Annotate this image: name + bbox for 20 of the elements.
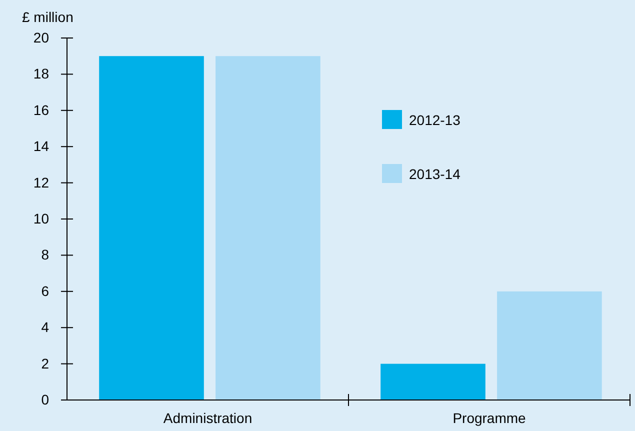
y-tick-label: 18 [33, 66, 50, 82]
bar [99, 56, 204, 400]
y-tick-label: 14 [33, 138, 50, 154]
x-tick-label: Programme [452, 410, 526, 426]
y-tick-label: 12 [33, 174, 50, 190]
y-tick-label: 10 [33, 210, 50, 226]
x-tick-label: Administration [163, 410, 252, 426]
bar [216, 56, 320, 400]
y-tick-label: 4 [41, 319, 50, 336]
bar [497, 291, 602, 400]
y-tick-label: 0 [41, 391, 50, 408]
y-tick-label: 6 [41, 282, 50, 299]
bar [380, 364, 486, 400]
y-tick-label: 2 [41, 355, 50, 372]
y-tick-label: 8 [41, 246, 50, 263]
legend-label: 2012-13 [409, 112, 461, 128]
y-tick-label: 20 [33, 29, 50, 46]
y-axis-title: £ million [22, 9, 74, 25]
legend-label: 2013-14 [409, 166, 461, 182]
y-tick-label: 16 [33, 102, 50, 118]
